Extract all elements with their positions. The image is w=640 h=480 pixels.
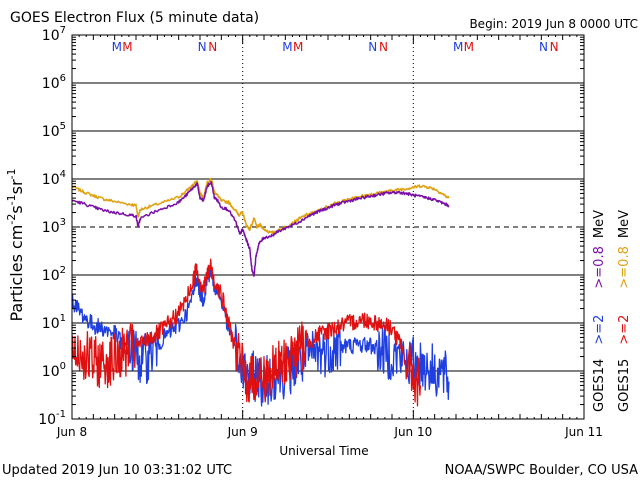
x-axis-tick-labels: Jun 8 Jun 9 Jun 10 Jun 11 xyxy=(56,425,603,439)
x-tick-label: Jun 10 xyxy=(393,425,432,439)
legend-goes14-text: GOES14>=2>=0.8MeV xyxy=(592,210,607,412)
y-tick-label: 104 xyxy=(42,169,66,188)
legend-goes14: GOES14>=2>=0.8MeV xyxy=(592,210,607,412)
mn-marker: M xyxy=(464,40,474,54)
y-tick-label: 103 xyxy=(42,217,66,236)
series-line-3 xyxy=(71,258,422,407)
series-line-0 xyxy=(71,177,450,235)
mn-marker: N xyxy=(198,40,207,54)
mn-marker: M xyxy=(282,40,292,54)
y-tick-label: 102 xyxy=(42,265,66,284)
mn-marker: N xyxy=(208,40,217,54)
x-tick-label: Jun 11 xyxy=(564,425,603,439)
y-tick-label: 101 xyxy=(42,313,66,332)
y-tick-label: 105 xyxy=(42,121,66,140)
grid-lines xyxy=(72,82,584,372)
begin-date-label: Begin: 2019 Jun 8 0000 UTC xyxy=(469,17,638,31)
y-axis-tick-labels: 10-1 100 101 102 103 104 105 106 107 xyxy=(38,25,66,428)
mn-marker: M xyxy=(453,40,463,54)
y-axis-label: Particles cm-2s-1sr-1 xyxy=(5,168,26,321)
legend-goes15: GOES15>=2>=0.8MeV xyxy=(617,210,632,412)
mn-marker: N xyxy=(368,40,377,54)
y-tick-label: 106 xyxy=(42,73,66,92)
series-line-2 xyxy=(71,262,450,407)
legend-goes15-text: GOES15>=2>=0.8MeV xyxy=(617,210,632,412)
mn-marker: M xyxy=(112,40,122,54)
data-series xyxy=(71,177,450,407)
mn-marker: N xyxy=(539,40,548,54)
mn-marker: N xyxy=(550,40,559,54)
mn-marker: N xyxy=(379,40,388,54)
y-tick-label: 107 xyxy=(42,25,66,44)
plot-frame xyxy=(71,34,585,420)
series-line-1 xyxy=(71,180,450,277)
y-tick-label: 100 xyxy=(42,361,66,380)
x-tick-label: Jun 9 xyxy=(227,425,258,439)
mn-marker: M xyxy=(122,40,132,54)
x-tick-label: Jun 8 xyxy=(56,425,87,439)
updated-timestamp: Updated 2019 Jun 10 03:31:02 UTC xyxy=(2,463,232,478)
mn-marker: M xyxy=(293,40,303,54)
y-tick-label: 10-1 xyxy=(38,409,66,428)
chart-title: GOES Electron Flux (5 minute data) xyxy=(10,10,259,26)
legend: GOES14>=2>=0.8MeV GOES15>=2>=0.8MeV xyxy=(592,210,632,412)
x-axis-label: Universal Time xyxy=(279,444,368,458)
credit-label: NOAA/SWPC Boulder, CO USA xyxy=(445,463,638,478)
